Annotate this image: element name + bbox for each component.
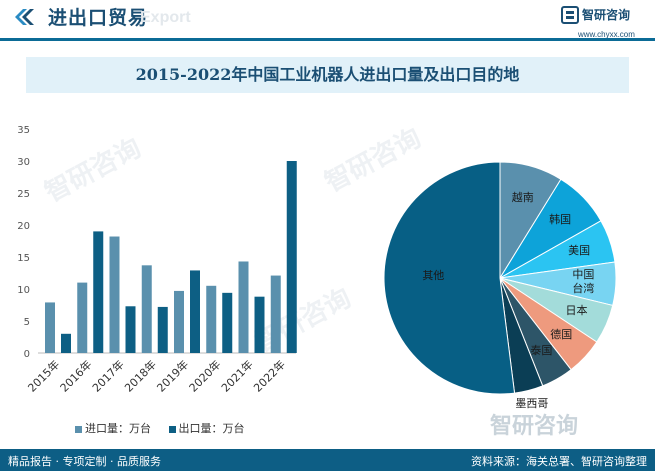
- page-header: 进出口贸易 Export 智研咨询 www.chyxx.com: [0, 0, 655, 39]
- chart-title: 2015-2022年中国工业机器人进出口量及出口目的地: [135, 65, 520, 84]
- section-title: 进出口贸易: [48, 7, 149, 29]
- x-tick-label: 2019年: [154, 357, 191, 394]
- bar-chart: 051015202530352015年2016年2017年2018年2019年2…: [17, 125, 297, 395]
- brand-logo-icon: [561, 6, 579, 24]
- y-tick-label: 30: [17, 157, 30, 168]
- pie-label: 美国: [568, 244, 591, 258]
- page-footer: 精品报告 · 专项定制 · 品质服务 资料来源：海关总署、智研咨询整理: [0, 449, 655, 471]
- pie-slice: [383, 161, 516, 395]
- legend-export-label: 出口量：万台: [178, 422, 245, 435]
- pie-label: 墨西哥: [515, 396, 549, 410]
- y-tick-label: 0: [24, 349, 30, 360]
- source-watermark: 智研咨询: [490, 414, 579, 439]
- bar-export: [190, 270, 200, 353]
- x-tick-label: 2020年: [186, 357, 223, 394]
- bar-import: [206, 285, 217, 353]
- pie-chart: [383, 161, 617, 395]
- brand-name: 智研咨询: [582, 8, 631, 22]
- pie-label: 德国: [550, 327, 573, 341]
- legend-export: 出口量：万台: [168, 420, 245, 436]
- x-tick-label: 2018年: [122, 357, 159, 394]
- bar-import: [141, 265, 152, 353]
- y-tick-label: 35: [17, 125, 30, 136]
- bar-import: [270, 275, 281, 353]
- bar-export: [125, 306, 136, 353]
- y-tick-label: 20: [17, 221, 30, 232]
- x-tick-label: 2015年: [25, 357, 62, 394]
- bar-export: [222, 292, 233, 353]
- x-tick-label: 2022年: [251, 357, 288, 394]
- legend-import: 进口量：万台: [75, 420, 151, 436]
- legend-import-label: 进口量：万台: [85, 422, 151, 435]
- bar-import: [238, 261, 249, 353]
- y-tick-label: 15: [17, 253, 30, 264]
- double-chevron-icon: [15, 9, 34, 25]
- x-tick-label: 2021年: [218, 357, 255, 394]
- x-tick-label: 2016年: [57, 357, 94, 394]
- bar-import: [77, 282, 88, 353]
- bar-export: [157, 306, 168, 353]
- y-tick-label: 10: [17, 285, 30, 296]
- pie-label: 其他: [422, 269, 445, 282]
- pie-label: 泰国: [530, 343, 553, 357]
- legend-export-swatch: [168, 425, 176, 433]
- pie-label: 韩国: [549, 213, 572, 227]
- bar-export: [93, 231, 104, 353]
- header-watermark: Export: [140, 9, 191, 26]
- pie-label: 中国台湾: [572, 268, 595, 296]
- header-divider: [0, 38, 655, 41]
- x-tick-label: 2017年: [89, 357, 126, 394]
- bar-export: [254, 296, 265, 353]
- bar-import: [109, 236, 120, 353]
- y-tick-label: 5: [24, 317, 30, 328]
- y-tick-label: 25: [17, 189, 30, 200]
- bar-import: [45, 302, 55, 353]
- pie-label: 日本: [565, 304, 588, 318]
- brand-url: www.chyxx.com: [578, 30, 635, 39]
- bar-export: [286, 161, 297, 353]
- bar-legend: 进口量：万台 出口量：万台: [75, 420, 259, 436]
- footer-tagline: 精品报告 · 专项定制 · 品质服务: [8, 455, 161, 468]
- pie-label: 越南: [511, 190, 534, 204]
- bar-export: [61, 333, 71, 353]
- legend-import-swatch: [75, 425, 82, 433]
- bar-import: [174, 290, 184, 353]
- footer-source: 资料来源：海关总署、智研咨询整理: [471, 455, 647, 468]
- chart-title-bar: 2015-2022年中国工业机器人进出口量及出口目的地: [26, 57, 629, 93]
